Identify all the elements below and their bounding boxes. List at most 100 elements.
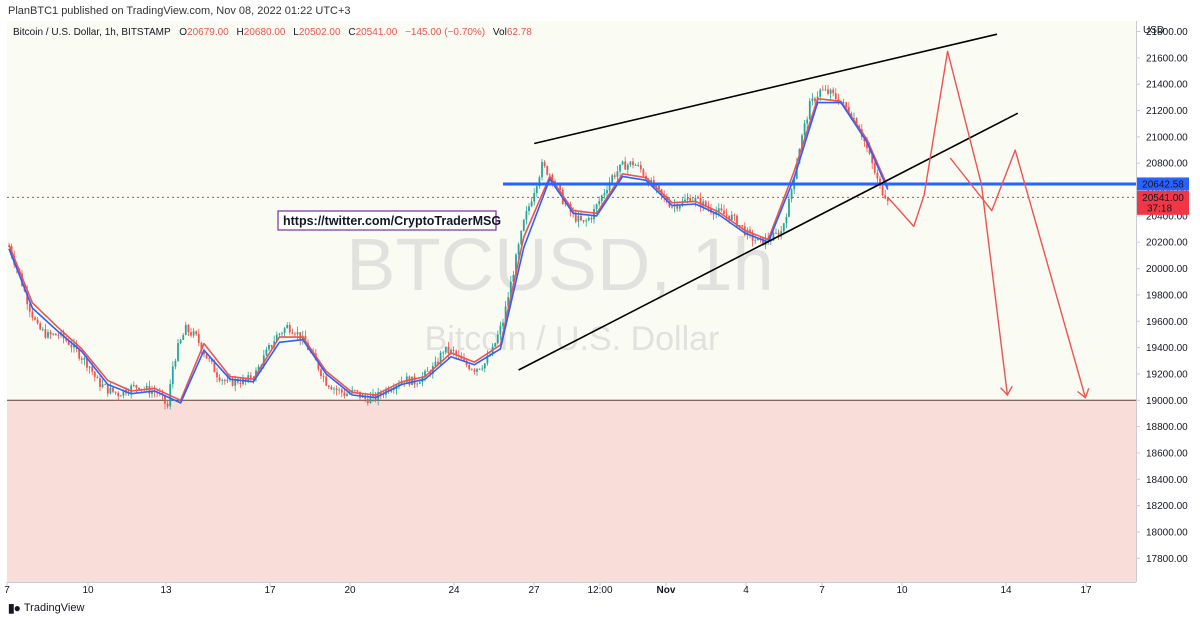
legend-low-label: L: [293, 27, 299, 38]
candle-body: [881, 185, 884, 196]
projection-path-1[interactable]: [887, 50, 1009, 396]
candle-body: [411, 376, 413, 385]
time-axis[interactable]: 7 10 13 17 20 24 27 12:00 Nov 4 7 10 14 17: [4, 582, 1092, 596]
candle-body: [871, 153, 874, 164]
candle-body: [114, 391, 117, 393]
candle-body: [210, 358, 213, 362]
footer: ▮● TradingView: [8, 601, 84, 615]
candle-body: [223, 379, 226, 381]
candle-body: [502, 322, 504, 326]
candle-body: [122, 389, 125, 396]
candle-body: [759, 237, 762, 239]
projection-path-2[interactable]: [949, 149, 1087, 398]
candle-body: [624, 161, 627, 170]
candle-body: [171, 366, 174, 385]
candle-body: [294, 333, 296, 335]
candle-body: [327, 385, 330, 388]
level-badge: 20642.58: [1137, 177, 1189, 191]
candle-body: [190, 332, 192, 336]
time-tick-label: 20: [344, 585, 356, 596]
candle-body: [231, 378, 234, 386]
candle-body: [746, 229, 749, 236]
candle-body: [608, 182, 611, 190]
last-price-badge: 20541.00 37:18: [1137, 190, 1189, 215]
candle-body: [296, 332, 299, 335]
candle-body: [216, 372, 218, 378]
projection-arrow-head-2: [1077, 387, 1090, 399]
candle-body: [283, 328, 286, 333]
candle-body: [26, 291, 29, 305]
candle-body: [827, 89, 829, 94]
candle-body: [265, 349, 268, 356]
tradingview-logo-icon: ▮●: [8, 601, 21, 615]
candle-body: [725, 214, 728, 216]
time-tick-label: 12:00: [587, 585, 612, 596]
price-tick-label: 20000.00: [1146, 264, 1188, 275]
candle-body: [476, 368, 478, 372]
link-annotation-box: [277, 210, 497, 231]
candle-body: [619, 164, 621, 172]
drawings[interactable]: [518, 33, 1090, 399]
legend: Bitcoin / U.S. Dollar, 1h, BITSTAMP O206…: [13, 27, 532, 38]
candle-body: [494, 343, 497, 347]
candle-body: [119, 395, 122, 397]
candle-body: [520, 230, 523, 245]
wedge-lower-line[interactable]: [518, 112, 1019, 371]
moving-averages: [8, 97, 889, 404]
candle-body: [642, 169, 645, 176]
candle-body: [437, 361, 439, 364]
candle-body: [845, 102, 848, 108]
candle-body: [335, 388, 338, 391]
candle-body: [777, 232, 780, 237]
candle-body: [257, 366, 260, 371]
candle-body: [88, 366, 91, 368]
candle-body: [195, 331, 198, 335]
candle-body: [36, 319, 39, 324]
candle-body: [517, 244, 520, 255]
candle-body: [197, 334, 200, 343]
candle-body: [689, 198, 692, 202]
candle-body: [468, 364, 471, 370]
candle-body: [806, 119, 809, 124]
time-tick-label: 17: [264, 585, 276, 596]
candle-body: [130, 385, 133, 393]
candle-body: [400, 381, 403, 385]
candle-body: [598, 201, 601, 205]
candle-body: [346, 393, 348, 396]
price-chart[interactable]: BTCUSD, 1h Bitcoin / U.S. Dollar https:/…: [0, 0, 1200, 600]
candle-body: [702, 201, 705, 207]
link-annotation-text[interactable]: https://twitter.com/CryptoTraderMSG: [283, 214, 501, 228]
wedge-upper-line[interactable]: [534, 33, 998, 145]
link-annotation[interactable]: https://twitter.com/CryptoTraderMSG: [277, 210, 501, 231]
candle-body: [543, 162, 546, 167]
candle-body: [582, 220, 585, 222]
candle-body: [145, 385, 148, 389]
candle-body: [151, 391, 153, 394]
candle-body: [213, 361, 216, 373]
candle-body: [879, 178, 881, 186]
price-tick-label: 19200.00: [1146, 369, 1188, 380]
candle-body: [515, 254, 517, 275]
candle-body: [741, 225, 744, 227]
candle-body: [268, 344, 270, 350]
price-axis[interactable]: 17800.00 18000.00 18200.00 18400.00 18600.00…: [1136, 27, 1188, 565]
candle-body: [413, 376, 416, 385]
candle-body: [595, 204, 598, 210]
publish-info: PlanBTC1 published on TradingView.com, N…: [8, 5, 351, 17]
legend-open-value: 20679.00: [187, 27, 229, 38]
time-tick-label: 10: [896, 585, 908, 596]
candle-body: [782, 223, 785, 232]
candle-body: [179, 339, 182, 344]
candle-body: [338, 389, 341, 391]
candle-body: [775, 232, 777, 234]
candle-body: [585, 220, 588, 222]
candle-body: [187, 324, 190, 333]
level-badge-box: [1137, 177, 1189, 191]
candle-body: [359, 391, 361, 398]
price-tick-label: 17800.00: [1146, 554, 1188, 565]
ma-blue-line: [8, 101, 889, 404]
candle-body: [164, 395, 166, 404]
candle-body: [382, 394, 385, 396]
candle-body: [333, 388, 335, 390]
candle-body: [590, 217, 593, 220]
